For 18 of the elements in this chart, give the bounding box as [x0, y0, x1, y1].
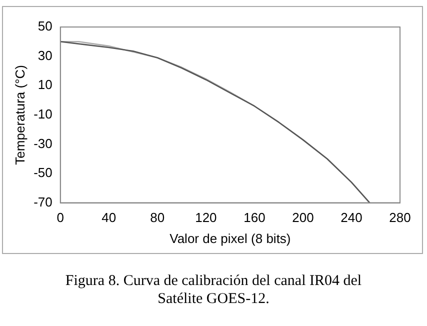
- y-tick-label: -50: [34, 165, 52, 180]
- x-tick-label: 200: [292, 210, 314, 226]
- x-tick-label: 40: [102, 210, 116, 226]
- y-tick-label: -70: [34, 194, 52, 210]
- y-tick-label: 10: [38, 77, 52, 92]
- y-tick-label: 50: [38, 18, 52, 34]
- x-axis-title: Valor de pixel (8 bits): [170, 230, 291, 246]
- x-tick-label: 120: [195, 210, 217, 226]
- x-tick-label: 240: [340, 210, 362, 226]
- x-tick-label: 0: [56, 210, 64, 226]
- x-tick-label: 80: [150, 210, 165, 226]
- y-tick-label: -10: [34, 106, 52, 122]
- text: Figura 8. Curva de calibración del canal IR04 del Satélite GOES-12.: [64, 272, 363, 308]
- y-axis-title: Temperatura (°C): [12, 64, 28, 165]
- x-tick-label: 280: [389, 210, 411, 226]
- y-tick-label: 30: [38, 48, 52, 63]
- x-tick-label: 160: [244, 210, 266, 226]
- y-tick-label: -30: [34, 136, 52, 151]
